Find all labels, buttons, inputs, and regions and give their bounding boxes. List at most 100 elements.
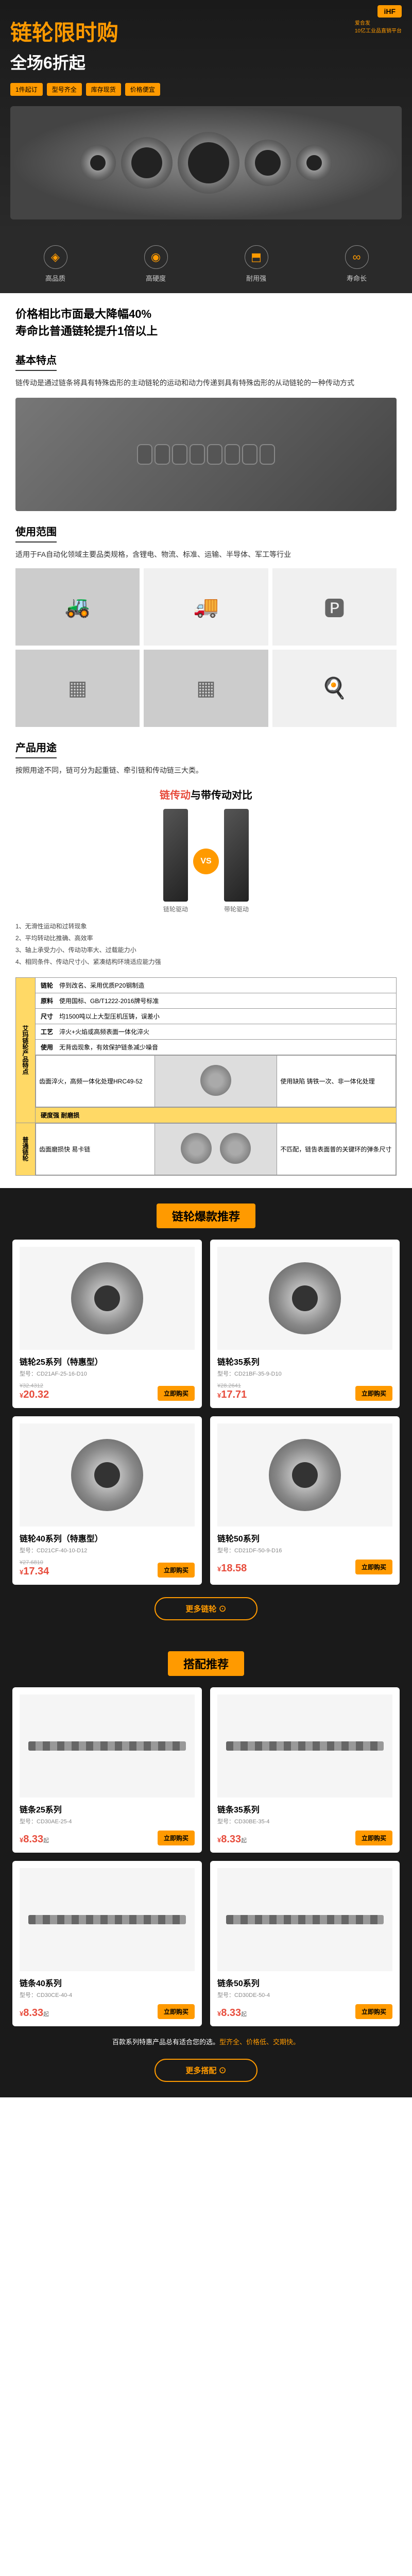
price: ¥20.32 [20,1389,49,1401]
product-model: 型号：CD21CF-40-10-D12 [20,1546,195,1554]
usage-cell: 🍳 [272,650,397,727]
buy-button[interactable]: 立即购买 [355,1560,392,1574]
basic-title: 基本特点 [15,352,57,371]
product-name: 链轮25系列（特惠型） [20,1355,195,1367]
chain-drive-image [163,809,188,902]
usage-cell: 🅿 [272,568,397,646]
sprocket-recommend-section: 链轮爆款推荐 链轮25系列（特惠型） 型号：CD21AF-25-16-D10 ¥… [0,1188,412,1636]
product-model: 型号：CD21AF-25-16-D10 [20,1369,195,1378]
buy-button[interactable]: 立即购买 [158,1563,195,1578]
more-chain-button[interactable]: 更多搭配 ⊙ [154,2059,258,2082]
spec-cell: 齿面淬火，高频一体化处理HRC49-52 使用缺陷 铸铁一次、非一体化处理 [36,1055,397,1107]
spec-cell: 硬度强 耐磨损 [36,1107,397,1123]
more-sprocket-button[interactable]: 更多链轮 ⊙ [154,1597,258,1620]
usage-cell: ▦ [144,650,268,727]
price: ¥8.33起 [20,2007,49,2019]
bottom-note: 百款系列特惠产品总有适合您的选。型齐全、价格低、交期快。 [12,2037,400,2046]
hero-product-image [10,106,402,219]
product-model: 型号：CD30DE-50-4 [217,1991,392,1999]
buy-button[interactable]: 立即购买 [158,2004,195,2019]
product-image [20,1694,195,1798]
buy-button[interactable]: 立即购买 [158,1831,195,1845]
product-image [20,1247,195,1350]
product-image [217,1247,392,1350]
brand-name: 爱合发10亿工业品直销平台 [355,19,402,34]
product-card[interactable]: 链轮25系列（特惠型） 型号：CD21AF-25-16-D10 ¥32.4312… [12,1240,202,1408]
product-image [217,1694,392,1798]
product-model: 型号：CD30CE-40-4 [20,1991,195,1999]
hero-title: 链轮限时购 [10,15,402,47]
buy-button[interactable]: 立即购买 [355,1386,392,1401]
product-grid: 链条25系列 型号：CD30AE-25-4 ¥8.33起 立即购买 链条35系列… [12,1687,400,2026]
product-card[interactable]: 链条35系列 型号：CD30BE-35-4 ¥8.33起 立即购买 [210,1687,400,1853]
product-model: 型号：CD30AE-25-4 [20,1817,195,1825]
scope-title: 使用范围 [15,523,57,543]
buy-button[interactable]: 立即购买 [158,1386,195,1401]
lead-line-2: 寿命比普通链轮提升1倍以上 [15,323,397,340]
product-model: 型号：CD21DF-50-9-D16 [217,1546,392,1554]
hero-badges: 1件起订 型号齐全 库存现货 价格便宜 [10,83,402,96]
brand-tag: iHF [377,5,402,18]
compare-title: 链传动与带传动对比 [15,787,397,802]
product-image [217,1868,392,1971]
usage-cell: ▦ [15,650,140,727]
spec-header-2: 普通链轮 [16,1123,36,1175]
spec-cell: 齿面磨损快 易卡链 不匹配，链告表面普的关键环的弹条尺寸 [36,1123,397,1175]
basic-text: 链传动是通过链条将具有特殊齿形的主动链轮的运动和动力传递到具有特殊齿形的从动链轮… [15,377,397,389]
product-name: 链轮35系列 [217,1355,392,1367]
hero-badge: 型号齐全 [47,83,82,96]
product-model: 型号：CD30BE-35-4 [217,1817,392,1825]
vs-badge: VS [193,849,219,874]
price: ¥8.33起 [20,1834,49,1845]
compare-caption-left: 链轮驱动 [163,902,188,913]
product-image [217,1423,392,1527]
rec-title: 链轮爆款推荐 [157,1204,255,1228]
product-name: 链轮50系列 [217,1532,392,1544]
product-usage-title: 产品用途 [15,739,57,758]
hero-badge: 价格便宜 [125,83,160,96]
feature-item: ∞寿命长 [345,245,369,283]
product-usage-text: 按照用途不同，链可分为起重链、牵引链和传动链三大类。 [15,765,397,777]
hero-badge: 1件起订 [10,83,43,96]
buy-button[interactable]: 立即购买 [355,1831,392,1845]
spec-cell: 链轮 停到改名、采用优质P20钢制造 [36,977,397,993]
hero-badge: 库存现货 [86,83,121,96]
product-name: 链条50系列 [217,1976,392,1989]
usage-cell: 🚜 [15,568,140,646]
spec-cell: 使用 无背齿现象，有效保护链条减少噪音 [36,1039,397,1055]
price: ¥8.33起 [217,2007,247,2019]
old-price: ¥27.6810 [20,1560,49,1566]
old-price: ¥32.4312 [20,1383,49,1389]
product-grid: 链轮25系列（特惠型） 型号：CD21AF-25-16-D10 ¥32.4312… [12,1240,400,1585]
product-card[interactable]: 链轮35系列 型号：CD21BF-35-9-D10 ¥28.2641 ¥17.7… [210,1240,400,1408]
quality-icon: ◈ [44,245,67,269]
product-card[interactable]: 链条50系列 型号：CD30DE-50-4 ¥8.33起 立即购买 [210,1861,400,2026]
feature-item: ⬒耐用强 [245,245,268,283]
product-name: 链条25系列 [20,1803,195,1815]
spec-table: 艾玛链轮产品特点 链轮 停到改名、采用优质P20钢制造 原料 使用国标、GB/T… [15,977,397,1176]
compare-list: 1、无滑性运动和过转现象 2、平均转动比推确、高效率 3、轴上承受力小、传动功率… [15,921,397,968]
spec-cell: 工艺 淬火+火焰或高频表面一体化淬火 [36,1024,397,1039]
lead-line-1: 价格相比市面最大降幅40% [15,306,397,323]
product-card[interactable]: 链轮40系列（特惠型） 型号：CD21CF-40-10-D12 ¥27.6810… [12,1416,202,1585]
price: ¥18.58 [217,1563,247,1574]
product-card[interactable]: 链轮50系列 型号：CD21DF-50-9-D16 ¥18.58 立即购买 [210,1416,400,1585]
spec-header-1: 艾玛链轮产品特点 [16,977,36,1123]
product-image [20,1423,195,1527]
spec-cell: 原料 使用国标、GB/T1222-2016牌号标准 [36,993,397,1008]
rec-title: 搭配推荐 [168,1651,244,1676]
spec-cell: 尺寸 均1500吨以上大型压机压铸，误差小 [36,1008,397,1024]
product-card[interactable]: 链条25系列 型号：CD30AE-25-4 ¥8.33起 立即购买 [12,1687,202,1853]
product-card[interactable]: 链条40系列 型号：CD30CE-40-4 ¥8.33起 立即购买 [12,1861,202,2026]
intro-section: 价格相比市面最大降幅40% 寿命比普通链轮提升1倍以上 基本特点 链传动是通过链… [0,293,412,1188]
scope-text: 适用于FA自动化领域主要品类规格，含锂电、物流、标准、运输、半导体、军工等行业 [15,549,397,561]
product-image [20,1868,195,1971]
product-name: 链条35系列 [217,1803,392,1815]
price: ¥8.33起 [217,1834,247,1845]
hero-banner: iHF 爱合发10亿工业品直销平台 链轮限时购 全场6折起 1件起订 型号齐全 … [0,0,412,235]
hero-subtitle: 全场6折起 [10,50,402,74]
price: ¥17.34 [20,1566,49,1578]
buy-button[interactable]: 立即购买 [355,2004,392,2019]
old-price: ¥28.2641 [217,1383,247,1389]
life-icon: ∞ [345,245,369,269]
